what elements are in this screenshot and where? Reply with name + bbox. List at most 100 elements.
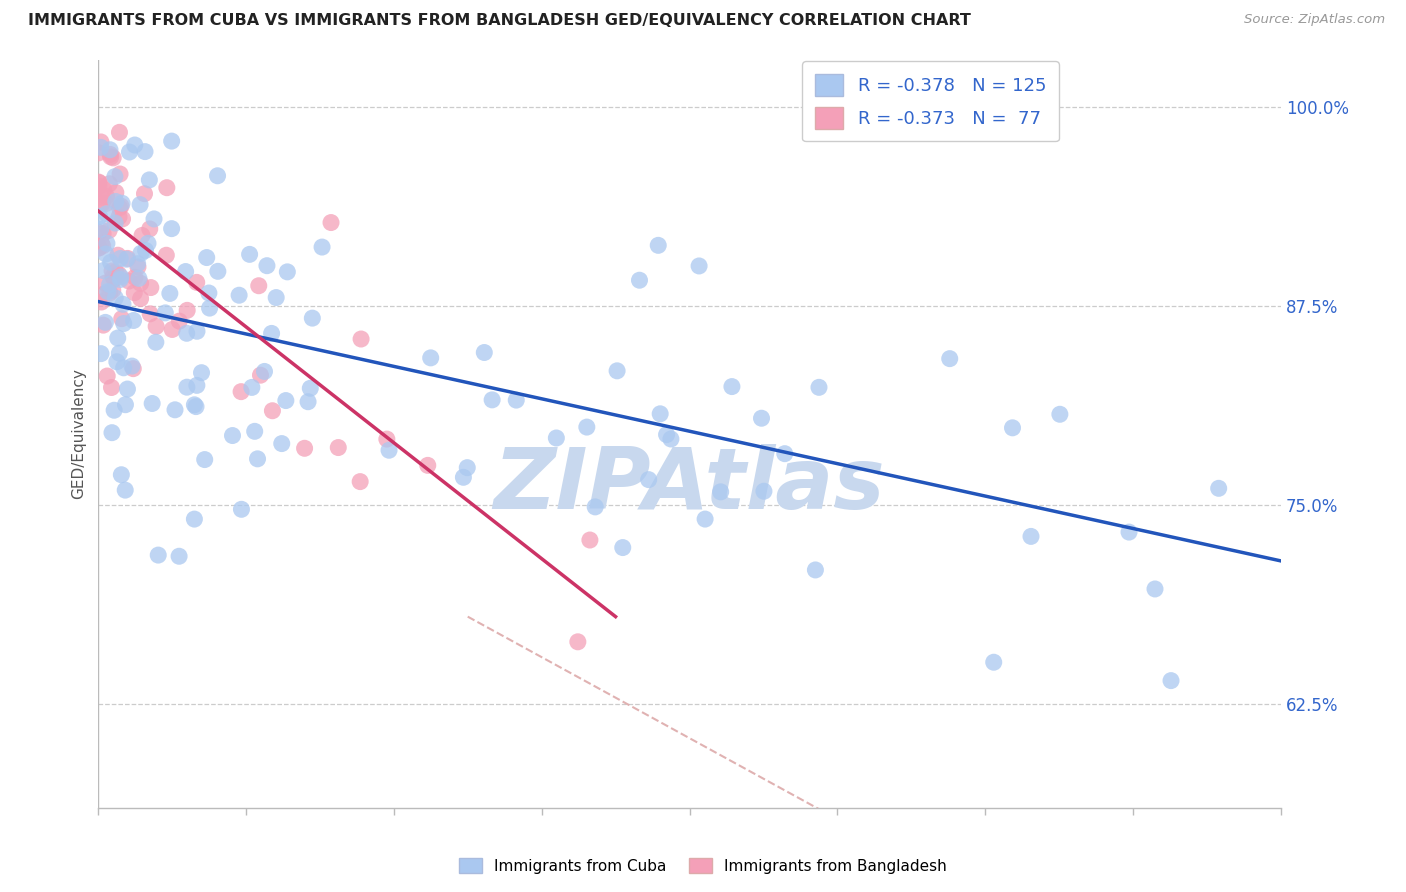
Point <box>186 324 208 338</box>
Point <box>186 378 208 392</box>
Point <box>98 143 121 157</box>
Point <box>243 425 266 439</box>
Point <box>198 301 221 315</box>
Point <box>299 381 322 395</box>
Point <box>274 393 297 408</box>
Point <box>117 382 139 396</box>
Point <box>583 500 606 514</box>
Y-axis label: GED/Equivalency: GED/Equivalency <box>72 368 86 499</box>
Point <box>111 211 134 226</box>
Point <box>134 145 156 159</box>
Point <box>87 176 110 190</box>
Point <box>228 288 250 302</box>
Point <box>104 169 127 184</box>
Point <box>253 364 276 378</box>
Point <box>118 145 141 159</box>
Point <box>159 286 181 301</box>
Point <box>752 484 775 499</box>
Point <box>103 151 125 165</box>
Point <box>612 541 634 555</box>
Point <box>693 512 716 526</box>
Point <box>297 394 319 409</box>
Point <box>110 269 132 284</box>
Point <box>91 196 114 211</box>
Point <box>162 322 184 336</box>
Point <box>107 331 129 345</box>
Point <box>111 311 134 326</box>
Point <box>256 259 278 273</box>
Point <box>118 274 141 288</box>
Point <box>107 248 129 262</box>
Point <box>155 248 177 262</box>
Text: IMMIGRANTS FROM CUBA VS IMMIGRANTS FROM BANGLADESH GED/EQUIVALENCY CORRELATION C: IMMIGRANTS FROM CUBA VS IMMIGRANTS FROM … <box>28 13 972 29</box>
Legend: Immigrants from Cuba, Immigrants from Bangladesh: Immigrants from Cuba, Immigrants from Ba… <box>453 852 953 880</box>
Point <box>262 403 284 417</box>
Point <box>249 368 271 383</box>
Point <box>90 140 112 154</box>
Point <box>378 443 401 458</box>
Point <box>94 247 117 261</box>
Point <box>647 238 669 252</box>
Point <box>145 335 167 350</box>
Point <box>108 201 131 215</box>
Point <box>141 396 163 410</box>
Text: ZIPAtlas: ZIPAtlas <box>494 444 886 527</box>
Point <box>229 384 252 399</box>
Point <box>186 276 208 290</box>
Point <box>375 432 398 446</box>
Point <box>91 263 114 277</box>
Point <box>659 432 682 446</box>
Point <box>129 292 152 306</box>
Point <box>114 398 136 412</box>
Text: Source: ZipAtlas.com: Source: ZipAtlas.com <box>1244 13 1385 27</box>
Point <box>160 134 183 148</box>
Point <box>546 431 568 445</box>
Point <box>264 291 287 305</box>
Point <box>221 428 243 442</box>
Point <box>110 272 132 286</box>
Point <box>110 467 132 482</box>
Point <box>246 451 269 466</box>
Point <box>773 447 796 461</box>
Point <box>145 319 167 334</box>
Point <box>481 392 503 407</box>
Point <box>983 655 1005 669</box>
Point <box>575 420 598 434</box>
Point <box>110 252 132 266</box>
Point <box>163 402 186 417</box>
Point <box>100 380 122 394</box>
Point <box>419 351 441 365</box>
Point <box>350 332 373 346</box>
Point <box>100 150 122 164</box>
Point <box>139 222 162 236</box>
Point <box>567 635 589 649</box>
Point <box>124 138 146 153</box>
Point <box>98 177 121 191</box>
Point <box>98 277 121 292</box>
Point <box>456 460 478 475</box>
Point <box>104 265 127 279</box>
Point <box>96 369 118 384</box>
Point <box>349 475 371 489</box>
Point <box>650 407 672 421</box>
Point <box>98 285 121 300</box>
Point <box>103 403 125 417</box>
Point <box>103 271 125 285</box>
Point <box>628 273 651 287</box>
Point <box>87 175 110 189</box>
Point <box>108 346 131 360</box>
Point <box>138 173 160 187</box>
Point <box>87 241 110 255</box>
Point <box>804 563 827 577</box>
Point <box>93 182 115 196</box>
Point <box>710 484 733 499</box>
Legend: R = -0.378   N = 125, R = -0.373   N =  77: R = -0.378 N = 125, R = -0.373 N = 77 <box>801 62 1059 141</box>
Point <box>89 210 111 224</box>
Point <box>122 361 145 376</box>
Point <box>176 326 198 341</box>
Point <box>453 470 475 484</box>
Point <box>198 285 221 300</box>
Point <box>108 210 131 224</box>
Point <box>231 502 253 516</box>
Point <box>751 411 773 425</box>
